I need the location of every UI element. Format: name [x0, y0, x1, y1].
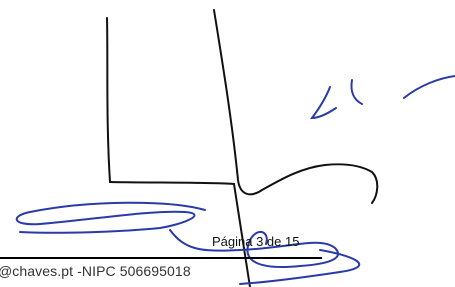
- page-number: Página 3 de 15: [212, 234, 299, 249]
- stroke: [214, 10, 377, 203]
- contact-line: @chaves.pt -NIPC 506695018: [0, 263, 191, 279]
- stroke: [17, 203, 205, 233]
- stroke: [312, 87, 336, 118]
- stroke: [351, 80, 362, 104]
- blue-signature: [17, 76, 455, 284]
- stroke: [404, 76, 455, 98]
- stroke: [107, 18, 110, 182]
- document-page: Página 3 de 15 @chaves.pt -NIPC 50669501…: [0, 0, 455, 287]
